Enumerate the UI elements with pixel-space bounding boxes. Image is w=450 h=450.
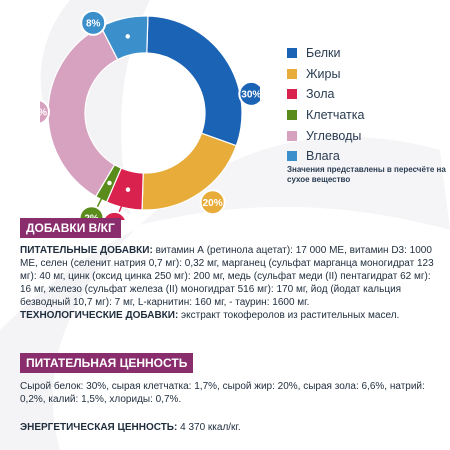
legend-item-carbohydrates: Углеводы: [287, 125, 364, 146]
legend-label: Влага: [306, 149, 340, 164]
legend-swatch: [287, 130, 297, 141]
slice-value-badge: [199, 189, 226, 216]
legend-item-protein: Белки: [287, 43, 364, 64]
energy-value-label: ЭНЕРГЕТИЧЕСКАЯ ЦЕННОСТЬ:: [20, 422, 178, 433]
legend-item-fat: Жиры: [287, 64, 364, 85]
legend-swatch: [287, 68, 297, 79]
legend-label: Клетчатка: [306, 108, 365, 123]
slice-value-label: 2%: [84, 214, 99, 220]
slice-value-label: 20%: [203, 198, 223, 209]
donut-slice-5: [47, 25, 119, 198]
energy-value-text: ЭНЕРГЕТИЧЕСКАЯ ЦЕННОСТЬ: 4 370 ккал/кг.: [20, 421, 440, 434]
legend-item-fiber: Клетчатка: [287, 105, 364, 126]
nutritional-additives-label: ПИТАТЕЛЬНЫЕ ДОБАВКИ:: [20, 245, 153, 256]
slice-leader-dot: [124, 185, 132, 194]
legend-label: Углеводы: [306, 128, 362, 143]
legend-swatch: [287, 48, 297, 59]
energy-value: 4 370 ккал/кг.: [177, 422, 241, 433]
slice-value-badge: [238, 80, 260, 107]
slice-value-label: 8%: [86, 18, 101, 29]
donut-slice-1: [146, 15, 243, 147]
legend-item-ash: Зола: [287, 84, 364, 105]
slice-value-label: 34%: [40, 107, 47, 118]
nutrition-composition-text: Сырой белок: 30%, сырая клетчатка: 1,7%,…: [20, 381, 425, 405]
legend-swatch: [287, 110, 297, 121]
slice-value-badge: [102, 210, 127, 220]
legend-swatch: [287, 89, 297, 100]
technological-additives-label: ТЕХНОЛОГИЧЕСКИЕ ДОБАВКИ:: [20, 310, 179, 321]
nutrition-section-title: ПИТАТЕЛЬНАЯ ЦЕННОСТЬ: [20, 353, 194, 373]
slice-leader-dot: [124, 32, 132, 41]
slice-value-badge: [80, 10, 107, 36]
chart-legend: Белки Жиры Зола Клетчатка Углеводы Влага: [287, 43, 364, 167]
legend-label: Белки: [306, 46, 341, 61]
nutrient-donut-chart: 30%20%6%2%34%8%: [40, 10, 260, 220]
legend-swatch: [287, 151, 297, 162]
additives-section-title: ДОБАВКИ В/КГ: [20, 218, 121, 238]
slice-value-badge: [40, 99, 51, 125]
nutritional-additives-text: витамин А (ретинола ацетат): 17 000 МЕ, …: [20, 245, 434, 308]
legend-note: Значения представлены в пересчёте на сух…: [287, 165, 446, 184]
legend-label: Зола: [306, 87, 335, 102]
legend-label: Жиры: [306, 66, 341, 81]
technological-additives-text: экстракт токоферолов из растительных мас…: [178, 310, 400, 321]
slice-value-label: 30%: [241, 89, 260, 100]
additives-text: ПИТАТЕЛЬНЫЕ ДОБАВКИ: витамин А (ретинола…: [20, 244, 440, 322]
legend-item-moisture: Влага: [287, 146, 364, 167]
slice-leader-dot: [105, 179, 114, 187]
